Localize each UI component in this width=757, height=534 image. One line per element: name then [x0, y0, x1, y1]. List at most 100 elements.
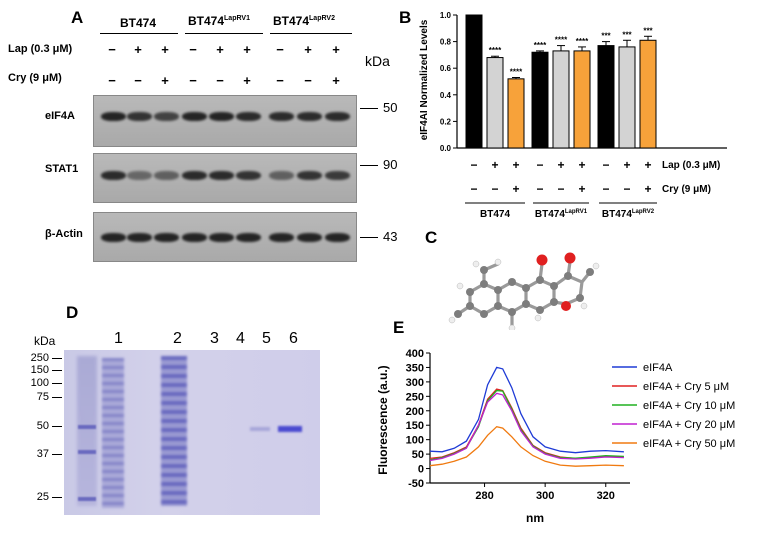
mw-tick [360, 237, 378, 238]
e-legend-label: eIF4A + Cry 10 μM [643, 400, 735, 412]
cry-sign: − [189, 73, 197, 88]
b-group-label: BT474LapRV2 [602, 209, 655, 220]
b-bar [531, 51, 549, 149]
gel-lane-1-lysate [102, 358, 124, 508]
lap-sign: − [276, 42, 284, 57]
b-cry-sign: − [536, 182, 543, 196]
gel-marker-label: 150 [30, 364, 49, 376]
blot-actin [93, 212, 357, 262]
b-y-tick-label: 0.4 [440, 91, 452, 100]
blot-band [154, 112, 179, 121]
gel-marker-tick [52, 383, 62, 384]
group-underline [270, 33, 352, 34]
lap-sign: + [304, 42, 312, 57]
b-cry-sign: − [623, 182, 630, 196]
b-group-label: BT474 [480, 209, 510, 220]
blot-band [209, 171, 234, 180]
e-legend-label: eIF4A [643, 362, 673, 374]
gel-lane-5-band [250, 427, 270, 431]
mw-tick [360, 165, 378, 166]
e-y-tick-label: 0 [418, 464, 424, 476]
lap-sign: + [161, 42, 169, 57]
group-label-bt474: BT474 [120, 16, 157, 30]
gel-lane-2-lysate [161, 356, 187, 506]
molecule-3d-structure [448, 252, 600, 330]
blot-band [325, 233, 350, 242]
b-significance: **** [576, 37, 589, 46]
blot-band [182, 112, 207, 121]
b-cry-sign: + [578, 182, 585, 196]
blot-band [154, 171, 179, 180]
panel-e-fluorescence-chart: Fluorescence (a.u.) nm -50 0 50 100 150 200 25… [376, 348, 735, 525]
gel-lane-label: 1 [114, 330, 123, 347]
gel-marker-tick [52, 454, 62, 455]
e-y-axis-label: Fluorescence (a.u.) [376, 365, 390, 474]
lap-sign: − [108, 42, 116, 57]
b-lap-sign: + [512, 158, 519, 172]
e-legend-label: eIF4A + Cry 5 μM [643, 381, 729, 393]
b-significance: *** [622, 30, 632, 39]
blot-band [101, 171, 126, 180]
group-label-laprv2: BT474LapRV2 [273, 14, 335, 28]
e-y-tick-label: 200 [406, 406, 424, 418]
gel-lane-label: 6 [289, 330, 298, 347]
mw-tick [360, 108, 378, 109]
e-x-tick-label: 320 [597, 490, 615, 502]
gel-lane-label: 4 [236, 330, 245, 347]
cry-sign: + [243, 73, 251, 88]
blot-stat1 [93, 153, 357, 203]
e-x-tick-label: 300 [536, 490, 554, 502]
gel-ladder-lane [77, 356, 97, 506]
gel-ladder-band [78, 497, 96, 501]
e-y-tick-label: 250 [406, 391, 424, 403]
b-cry-sign: − [602, 182, 609, 196]
mw-label-90: 90 [383, 157, 398, 172]
blot-band [269, 171, 294, 180]
b-cry-label: Cry (9 μM) [662, 184, 711, 195]
blot-band [236, 171, 261, 180]
b-bar [465, 14, 483, 149]
panel-a-letter: A [71, 8, 84, 27]
b-significance: **** [534, 41, 547, 50]
e-series-line [429, 366, 624, 454]
gel-lane-label: 2 [173, 330, 182, 347]
b-y-tick-label: 1.0 [440, 11, 452, 20]
e-legend-label: eIF4A + Cry 20 μM [643, 419, 735, 431]
b-cry-sign: + [644, 182, 651, 196]
blot-band [269, 233, 294, 242]
b-bar [507, 78, 525, 149]
b-y-tick-label: 0.0 [440, 144, 452, 153]
blot-band [154, 233, 179, 242]
gel-marker-label: 250 [30, 352, 49, 364]
e-y-tick-label: 350 [406, 362, 424, 374]
b-bar [573, 50, 591, 149]
cry-sign: − [304, 73, 312, 88]
b-lap-sign: + [644, 158, 651, 172]
lap-sign: − [189, 42, 197, 57]
cry-sign: + [332, 73, 340, 88]
b-lap-sign: − [536, 158, 543, 172]
e-y-tick-label: 400 [406, 348, 424, 360]
e-y-tick-label: 300 [406, 377, 424, 389]
gel-marker-tick [52, 397, 62, 398]
blot-band [269, 112, 294, 121]
group-underline [185, 33, 263, 34]
panel-c-letter: C [425, 228, 438, 247]
b-y-tick-label: 0.6 [440, 64, 452, 73]
blot-band [297, 233, 322, 242]
e-y-tick-label: 150 [406, 420, 424, 432]
blot-band [325, 171, 350, 180]
gel-lane-label: 3 [210, 330, 219, 347]
blot-band [101, 233, 126, 242]
gel-marker-tick [52, 497, 62, 498]
b-cry-sign: − [491, 182, 498, 196]
blot-band [236, 233, 261, 242]
b-lap-label: Lap (0.3 μM) [662, 160, 720, 171]
b-bar [552, 50, 570, 149]
gel-marker-label: 37 [36, 448, 49, 460]
gel-ladder-band [78, 450, 96, 454]
b-significance: **** [489, 46, 502, 55]
b-significance: *** [601, 32, 611, 41]
blot-band [127, 112, 152, 121]
sds-page-gel [64, 350, 320, 515]
